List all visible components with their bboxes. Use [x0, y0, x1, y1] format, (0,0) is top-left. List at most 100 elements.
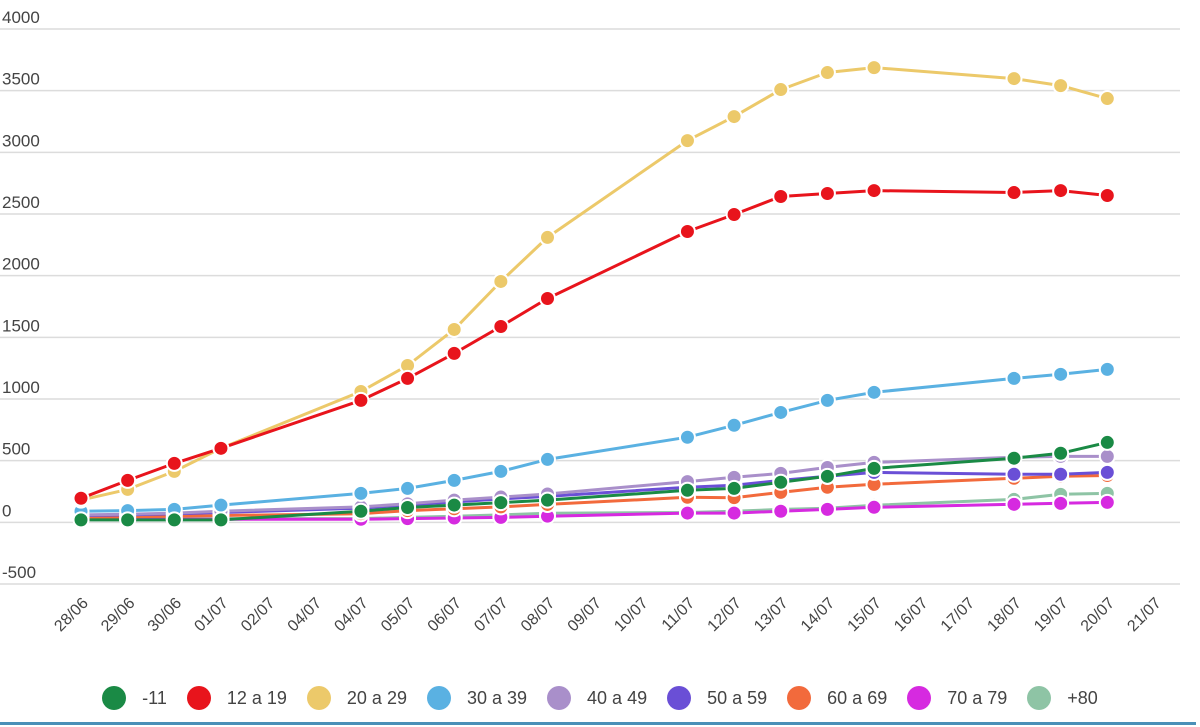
data-point[interactable] [865, 459, 883, 477]
data-point[interactable] [818, 500, 836, 518]
line-chart: -500 0 500 1000 1500 2000 2500 3000 3500 4000 28/… [0, 8, 1180, 635]
data-point[interactable] [1052, 494, 1070, 512]
data-point[interactable] [1098, 447, 1116, 465]
x-tick-label: 15/07 [845, 595, 885, 635]
data-point[interactable] [818, 391, 836, 409]
data-point[interactable] [1098, 493, 1116, 511]
legend-item[interactable]: +80 [1027, 686, 1098, 710]
data-point[interactable] [772, 502, 790, 520]
data-point[interactable] [539, 289, 556, 307]
data-point[interactable] [725, 504, 743, 522]
data-point[interactable] [865, 182, 883, 200]
data-point[interactable] [865, 383, 883, 401]
data-point[interactable] [1052, 77, 1070, 95]
data-point[interactable] [1052, 465, 1070, 483]
data-point[interactable] [1005, 449, 1023, 467]
data-point[interactable] [445, 496, 463, 514]
data-point[interactable] [119, 471, 137, 489]
data-point[interactable] [492, 462, 510, 480]
data-point[interactable] [725, 416, 743, 434]
data-point[interactable] [165, 511, 183, 529]
data-point[interactable] [725, 205, 743, 223]
x-tick-label: 09/07 [565, 595, 605, 635]
data-point[interactable] [725, 108, 743, 126]
data-point[interactable] [1005, 465, 1023, 483]
legend-item[interactable]: 60 a 69 [787, 686, 887, 710]
legend-item[interactable]: 70 a 79 [907, 686, 1007, 710]
x-tick-label: 19/07 [1031, 595, 1071, 635]
legend-swatch-icon [102, 686, 127, 710]
legend-label: 20 a 29 [346, 687, 407, 708]
y-tick-label: 3000 [2, 131, 40, 150]
data-point[interactable] [119, 511, 137, 529]
data-point[interactable] [1052, 182, 1070, 200]
data-point[interactable] [725, 479, 743, 497]
data-point[interactable] [352, 391, 370, 409]
legend-swatch-icon [426, 686, 451, 710]
x-tick-label: 04/07 [331, 595, 371, 635]
data-point[interactable] [212, 511, 230, 529]
data-point[interactable] [72, 489, 90, 507]
legend-label: +80 [1067, 687, 1098, 708]
data-point[interactable] [1098, 463, 1116, 481]
data-point[interactable] [678, 504, 696, 522]
data-point[interactable] [1098, 90, 1116, 108]
x-tick-label: 21/07 [1124, 595, 1164, 635]
data-point[interactable] [818, 185, 836, 203]
data-point[interactable] [352, 484, 370, 502]
data-point[interactable] [399, 499, 417, 517]
data-point[interactable] [212, 496, 230, 514]
data-point[interactable] [352, 502, 370, 520]
data-point[interactable] [1005, 369, 1023, 387]
data-point[interactable] [539, 491, 556, 509]
data-point[interactable] [492, 317, 510, 335]
data-point[interactable] [1005, 184, 1023, 202]
data-point[interactable] [678, 132, 696, 150]
data-point[interactable] [399, 479, 417, 497]
data-point[interactable] [1052, 444, 1070, 462]
data-point[interactable] [818, 64, 836, 82]
data-point[interactable] [865, 59, 883, 77]
data-point[interactable] [678, 223, 696, 241]
data-point[interactable] [539, 450, 556, 468]
data-point[interactable] [1098, 433, 1116, 451]
legend-item[interactable]: 40 a 49 [547, 686, 647, 710]
data-point[interactable] [678, 428, 696, 446]
x-tick-label: 13/07 [751, 595, 791, 635]
legend-item[interactable]: 50 a 59 [667, 686, 767, 710]
x-tick-label: 01/07 [191, 595, 231, 635]
data-point[interactable] [445, 344, 463, 362]
data-point[interactable] [1005, 495, 1023, 513]
data-point[interactable] [772, 473, 790, 491]
x-tick-label: 05/07 [378, 595, 418, 635]
legend-item[interactable]: -11 [102, 686, 167, 710]
legend-item[interactable]: 30 a 39 [426, 686, 528, 710]
data-point[interactable] [678, 481, 696, 499]
series-lines [80, 66, 1108, 522]
data-point[interactable] [1098, 360, 1116, 378]
data-point[interactable] [399, 369, 417, 387]
data-point[interactable] [865, 498, 883, 516]
data-point[interactable] [445, 320, 463, 338]
legend-swatch-icon [907, 686, 932, 710]
data-point[interactable] [445, 471, 463, 489]
data-point[interactable] [72, 511, 90, 529]
data-point[interactable] [772, 187, 790, 205]
data-point[interactable] [165, 454, 183, 472]
series-line-50-a-59 [80, 470, 1108, 517]
legend-item[interactable]: 20 a 29 [306, 686, 407, 710]
legend-label: 30 a 39 [466, 687, 528, 708]
data-point[interactable] [1098, 187, 1116, 204]
data-point[interactable] [212, 439, 230, 457]
data-point[interactable] [818, 467, 836, 485]
data-point[interactable] [772, 81, 790, 99]
data-point[interactable] [539, 228, 556, 246]
legend-label: -11 [142, 687, 167, 708]
legend-item[interactable]: 12 a 19 [186, 686, 287, 710]
data-point[interactable] [1005, 70, 1023, 88]
data-point[interactable] [492, 272, 510, 290]
data-point[interactable] [492, 494, 510, 512]
y-tick-label: 500 [2, 440, 30, 459]
data-point[interactable] [1052, 365, 1070, 383]
data-point[interactable] [772, 403, 790, 421]
